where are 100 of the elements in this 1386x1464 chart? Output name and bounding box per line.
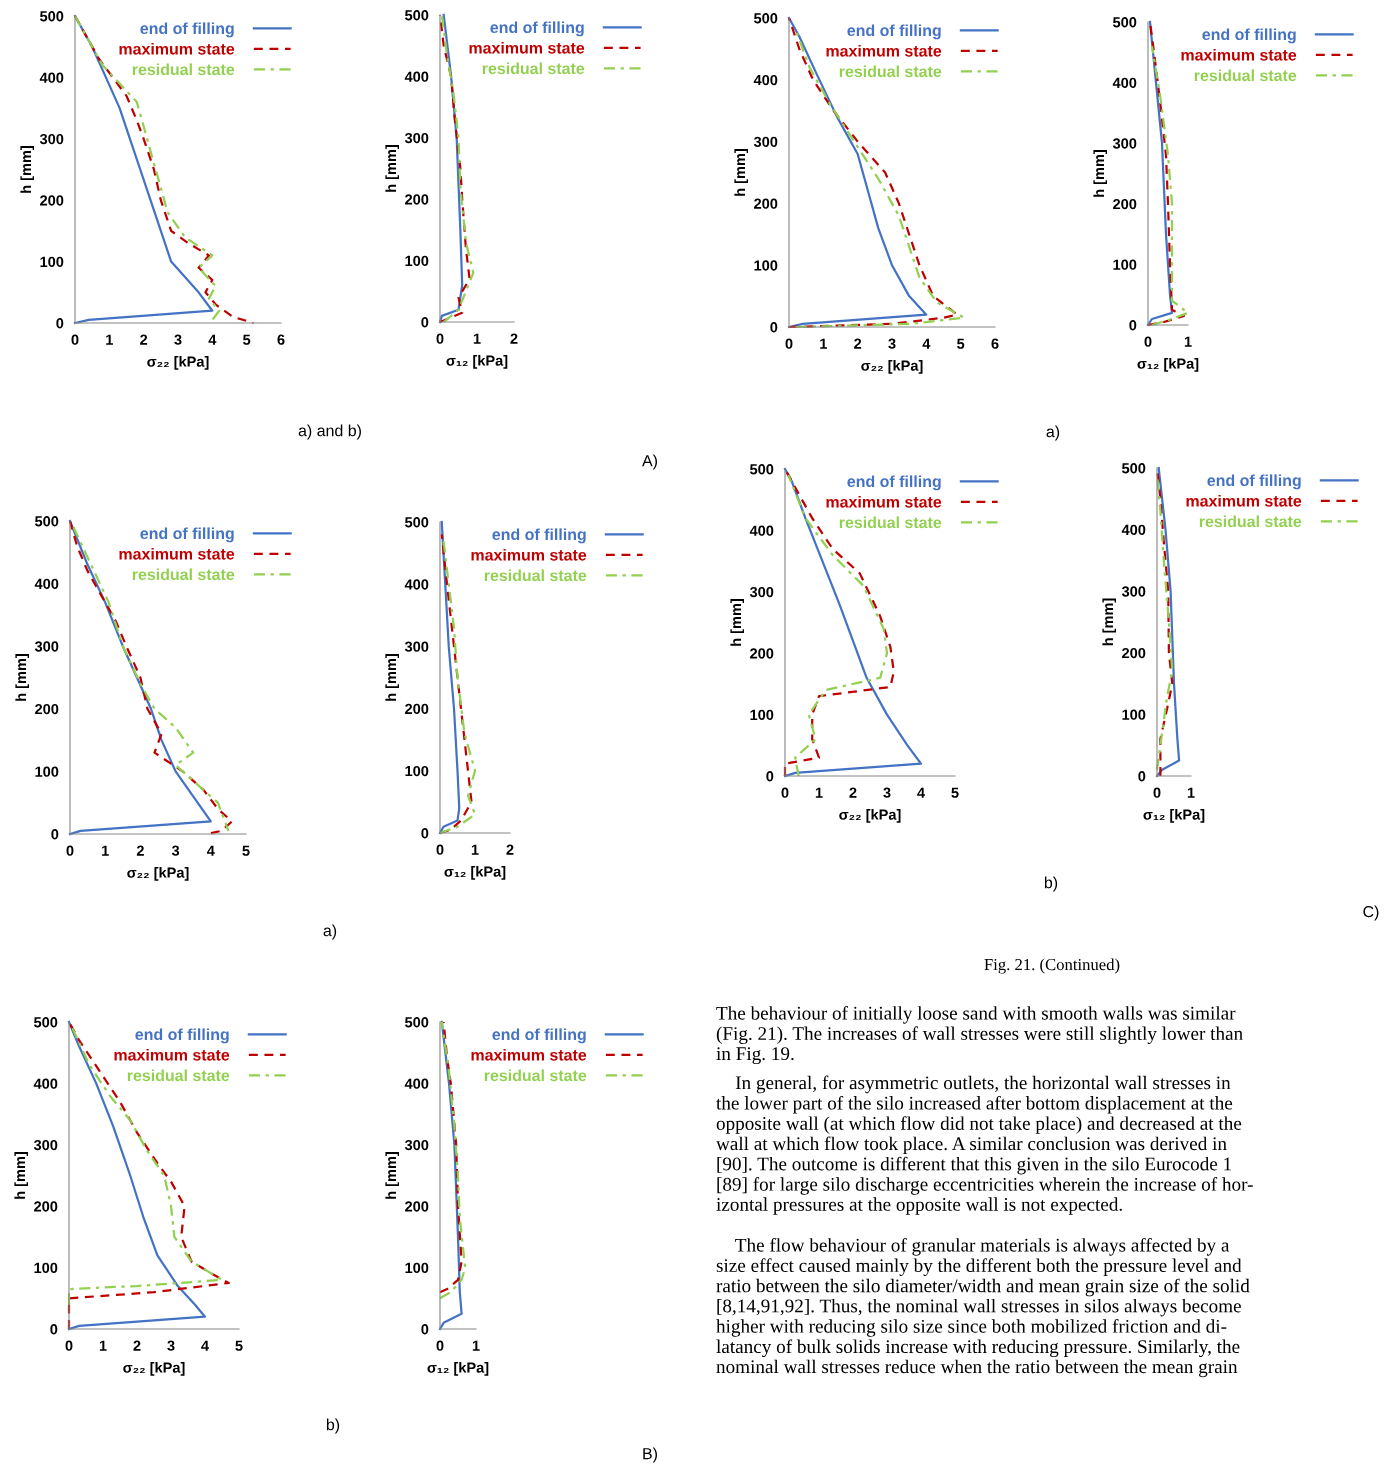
x-tick-label: 5 xyxy=(235,1340,243,1351)
x-tick-label: 1 xyxy=(472,1340,480,1351)
y-axis-title: h [mm] xyxy=(385,1152,399,1199)
x-axis-title: σ₁₂ [kPa] xyxy=(446,355,508,369)
y-tick-label: 300 xyxy=(39,133,64,145)
y-tick-label: 100 xyxy=(405,765,429,777)
legend-label: maximum state xyxy=(114,1048,230,1061)
legend-label: residual state xyxy=(127,1069,230,1082)
x-tick-label: 0 xyxy=(66,845,74,856)
x-tick-label: 1 xyxy=(473,333,481,344)
y-tick-label: 500 xyxy=(40,11,64,22)
y-tick-label: 300 xyxy=(404,1139,429,1151)
x-tick-label: 1 xyxy=(820,338,827,349)
y-tick-label: 100 xyxy=(750,709,774,721)
legend-label: residual state xyxy=(839,516,942,529)
y-tick-label: 200 xyxy=(1122,647,1146,659)
x-axis-title: σ₁₂ [kPa] xyxy=(1143,809,1205,823)
legend-label: end of filling xyxy=(1202,28,1296,44)
legend-label: end of filling xyxy=(1207,474,1301,490)
y-tick-label: 400 xyxy=(404,579,429,590)
x-tick-label: 5 xyxy=(957,338,965,349)
x-tick-label: 0 xyxy=(436,333,444,344)
line-series xyxy=(438,1020,467,1300)
legend-label: maximum state xyxy=(826,44,942,57)
text: a) and b) xyxy=(298,424,361,440)
x-axis-title: σ₁₂ [kPa] xyxy=(1137,358,1199,372)
x-tick-label: 5 xyxy=(242,845,250,856)
caption: Fig. 21. (Continued) xyxy=(984,958,1120,974)
y-tick-label: 500 xyxy=(405,1017,429,1028)
y-tick-label: 200 xyxy=(754,198,778,209)
y-axis-title: h [mm] xyxy=(385,654,399,701)
x-tick-label: 2 xyxy=(133,1340,141,1351)
x-axis-title: σ₁₂ [kPa] xyxy=(427,1362,489,1376)
y-tick-label: 200 xyxy=(35,703,59,715)
y-tick-label: 100 xyxy=(405,255,429,267)
legend-label: end of filling xyxy=(492,528,586,544)
legend-label: maximum state xyxy=(1181,48,1297,61)
y-tick-label: 200 xyxy=(1113,198,1137,210)
text: a) xyxy=(323,924,337,940)
y-tick-label: 100 xyxy=(35,766,59,777)
x-axis-title: σ₂₂ [kPa] xyxy=(861,360,923,374)
x-tick-label: 1 xyxy=(1187,787,1195,798)
y-tick-label: 500 xyxy=(34,1017,58,1028)
y-tick-label: 400 xyxy=(33,1078,58,1089)
x-tick-label: 4 xyxy=(917,787,925,798)
y-tick-label: 400 xyxy=(749,525,774,536)
y-tick-label: 300 xyxy=(34,641,59,652)
legend-label: residual state xyxy=(132,63,235,76)
x-tick-label: 0 xyxy=(436,844,444,855)
x-tick-label: 3 xyxy=(883,787,891,798)
x-tick-label: 0 xyxy=(71,334,79,345)
y-tick-label: 300 xyxy=(404,641,429,652)
y-axis-title: h [mm] xyxy=(730,599,744,646)
x-tick-label: 2 xyxy=(854,338,862,349)
x-axis-title: σ₂₂ [kPa] xyxy=(127,867,189,881)
y-tick-label: 300 xyxy=(753,136,778,148)
y-axis-title: h [mm] xyxy=(1093,150,1107,197)
x-tick-label: 0 xyxy=(65,1340,73,1351)
x-tick-label: 6 xyxy=(991,338,999,349)
y-axis-title: h [mm] xyxy=(385,145,399,192)
y-tick-label: 200 xyxy=(405,703,429,715)
y-tick-label: 0 xyxy=(56,318,64,329)
text: a) xyxy=(1046,425,1060,441)
legend-label: residual state xyxy=(1199,515,1302,528)
y-tick-label: 500 xyxy=(1122,463,1146,474)
y-tick-label: 0 xyxy=(766,771,774,782)
legend-label: end of filling xyxy=(135,1028,229,1044)
x-tick-label: 0 xyxy=(436,1340,444,1351)
y-tick-label: 100 xyxy=(1122,709,1146,720)
y-tick-label: 200 xyxy=(34,1201,58,1212)
legend-label: end of filling xyxy=(847,24,941,40)
text: C) xyxy=(1363,905,1379,921)
text: The flow behaviour of granular materials is always affected by a size effect caused mainly by the different both the pressure level and ratio between the silo diameter/width and mean grain size of the solid [8,14,91,92]. Thus, the nominal wall stresses in silos always become higher with reducing silo size since both mobilized friction and di- latancy of bulk solids increase with reducing pressure. Similarly, the nominal wall stresses reduce when the ratio between the mean grain xyxy=(716,1238,1250,1378)
y-tick-label: 300 xyxy=(1112,138,1137,149)
x-axis-title: σ₂₂ [kPa] xyxy=(147,356,209,370)
x-tick-label: 2 xyxy=(140,334,148,345)
x-tick-label: 4 xyxy=(208,334,217,345)
y-tick-label: 400 xyxy=(753,74,778,86)
y-tick-label: 0 xyxy=(1138,771,1146,782)
y-tick-label: 500 xyxy=(754,13,778,24)
x-tick-label: 5 xyxy=(951,787,959,798)
y-axis-title: h [mm] xyxy=(20,146,34,193)
x-tick-label: 2 xyxy=(506,844,514,855)
legend-label: residual state xyxy=(132,568,235,581)
y-tick-label: 100 xyxy=(405,1262,429,1274)
text: A) xyxy=(642,454,657,470)
y-tick-label: 500 xyxy=(1113,17,1137,28)
y-tick-label: 100 xyxy=(40,256,64,268)
y-tick-label: 400 xyxy=(1121,524,1146,536)
text: B) xyxy=(643,1447,657,1463)
legend-label: maximum state xyxy=(469,41,585,54)
x-axis-title: σ₁₂ [kPa] xyxy=(444,866,506,880)
y-tick-label: 500 xyxy=(35,516,59,527)
legend-label: maximum state xyxy=(1186,494,1302,507)
y-tick-label: 500 xyxy=(405,517,429,528)
y-tick-label: 400 xyxy=(404,71,429,82)
y-tick-label: 100 xyxy=(34,1262,58,1274)
y-tick-label: 0 xyxy=(421,317,429,328)
x-tick-label: 0 xyxy=(781,787,789,798)
y-axis-title: h [mm] xyxy=(14,1152,28,1199)
